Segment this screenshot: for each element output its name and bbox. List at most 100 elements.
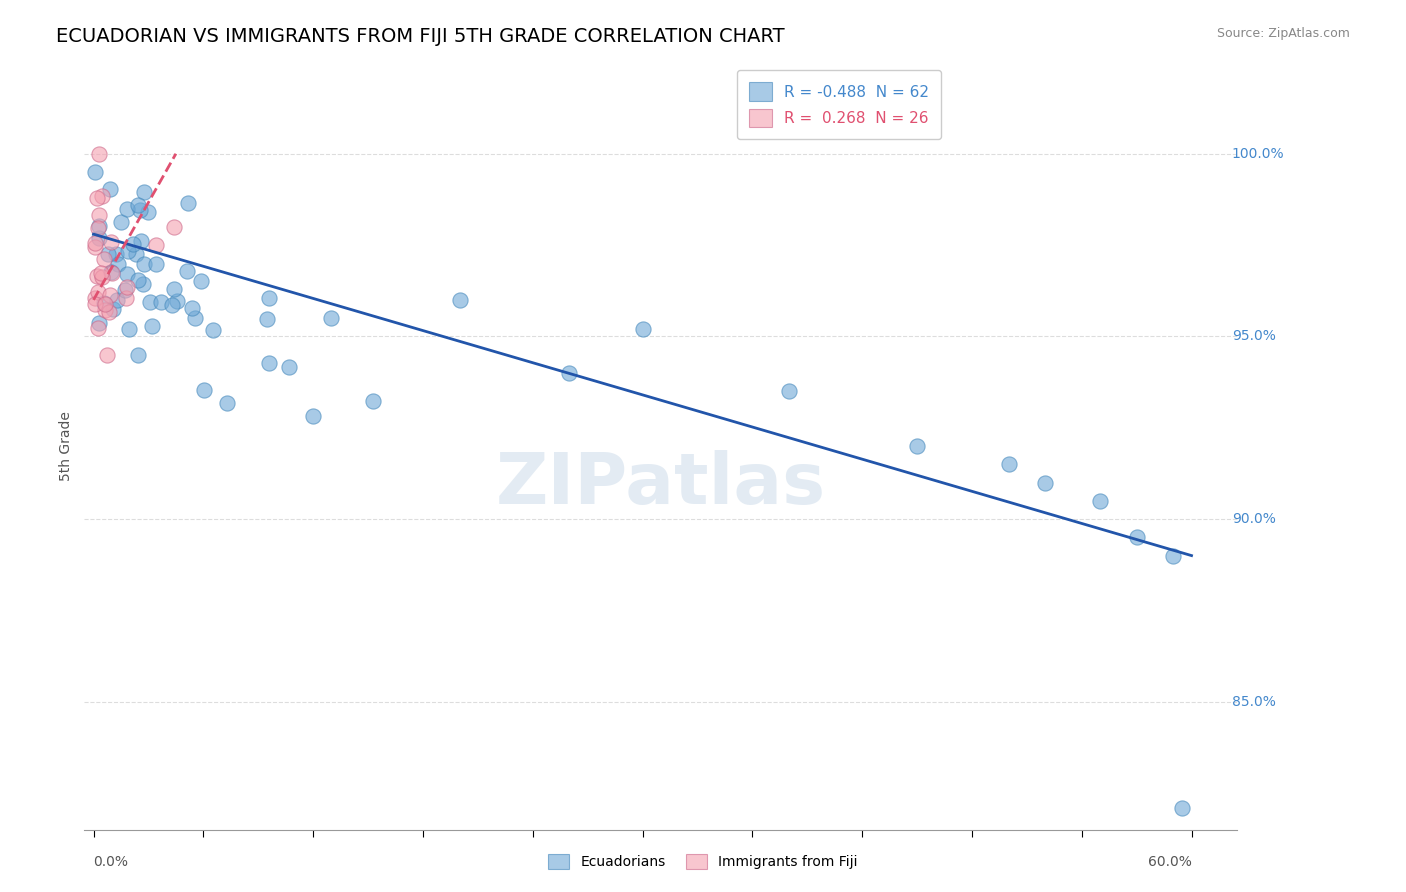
Point (125, 246, 148, 260)
Text: 85.0%: 85.0% (1232, 695, 1275, 709)
Point (193, 384, 215, 398)
Point (93, 252, 115, 266)
Point (256, 312, 278, 326)
Point (905, 439, 928, 453)
Point (93, 296, 115, 310)
Text: 0.0%: 0.0% (94, 855, 128, 869)
Text: ECUADORIAN VS IMMIGRANTS FROM FIJI 5TH GRADE CORRELATION CHART: ECUADORIAN VS IMMIGRANTS FROM FIJI 5TH G… (56, 27, 785, 45)
Point (87, 321, 110, 335)
Point (778, 384, 800, 399)
Legend: R = -0.488  N = 62, R =  0.268  N = 26: R = -0.488 N = 62, R = 0.268 N = 26 (737, 70, 942, 139)
Point (91, 269, 114, 284)
Point (302, 409, 325, 423)
Point (190, 274, 212, 288)
Point (176, 195, 198, 210)
Point (128, 202, 150, 217)
Y-axis label: 5th Grade: 5th Grade (59, 411, 73, 481)
Point (117, 322, 139, 336)
Legend: Ecuadorians, Immigrants from Fiji: Ecuadorians, Immigrants from Fiji (541, 847, 865, 876)
Point (86, 268, 108, 283)
Point (115, 279, 138, 293)
Point (87, 285, 110, 299)
Point (107, 257, 129, 271)
Point (166, 293, 188, 308)
Point (98, 288, 121, 302)
Text: Source: ZipAtlas.com: Source: ZipAtlas.com (1216, 27, 1350, 40)
Point (117, 244, 139, 258)
Point (127, 273, 149, 287)
Point (115, 291, 138, 305)
Point (97, 247, 120, 261)
Point (127, 348, 149, 362)
Point (84, 235, 107, 250)
Point (134, 257, 156, 271)
Point (184, 311, 207, 326)
Point (84, 291, 107, 305)
Point (98, 182, 121, 196)
Point (128, 198, 150, 212)
Point (101, 301, 124, 316)
Point (114, 283, 136, 297)
Point (96, 348, 118, 362)
Point (215, 396, 238, 410)
Point (84, 297, 107, 311)
Point (631, 322, 654, 336)
Point (1033, 475, 1056, 490)
Point (141, 318, 163, 333)
Text: 95.0%: 95.0% (1232, 329, 1275, 343)
Point (278, 359, 301, 374)
Point (94, 297, 117, 311)
Point (105, 293, 128, 307)
Point (84, 240, 107, 254)
Point (115, 267, 138, 281)
Point (1161, 549, 1184, 563)
Point (558, 366, 581, 380)
Point (100, 235, 122, 249)
Point (259, 291, 281, 305)
Point (160, 298, 183, 312)
Point (163, 282, 186, 296)
Point (201, 323, 224, 337)
Point (97, 304, 120, 318)
Point (117, 202, 139, 216)
Point (87, 219, 110, 233)
Point (84, 164, 107, 178)
Point (132, 277, 155, 291)
Point (105, 247, 128, 261)
Point (257, 356, 280, 370)
Point (100, 265, 122, 279)
Point (1088, 493, 1111, 508)
Point (1171, 800, 1194, 814)
Point (139, 295, 162, 310)
Text: 100.0%: 100.0% (1232, 147, 1285, 161)
Point (100, 266, 122, 280)
Point (86, 191, 108, 205)
Point (129, 235, 152, 249)
Point (145, 257, 167, 271)
Point (361, 393, 384, 408)
Point (145, 238, 167, 252)
Point (321, 311, 343, 326)
Point (110, 215, 132, 229)
Point (91, 189, 114, 203)
Text: 60.0%: 60.0% (1147, 855, 1191, 869)
Point (134, 185, 156, 199)
Point (449, 293, 471, 307)
Point (87, 146, 110, 161)
Point (176, 264, 198, 278)
Point (94, 303, 117, 318)
Point (181, 301, 204, 315)
Point (136, 205, 159, 219)
Point (997, 457, 1019, 471)
Point (163, 219, 186, 234)
Point (87, 221, 110, 235)
Text: ZIPatlas: ZIPatlas (496, 450, 825, 519)
Point (149, 295, 172, 310)
Point (1125, 530, 1147, 544)
Point (121, 237, 143, 252)
Point (87, 208, 110, 222)
Text: 90.0%: 90.0% (1232, 512, 1275, 526)
Point (87, 231, 110, 245)
Point (90, 266, 112, 280)
Point (89, 317, 111, 331)
